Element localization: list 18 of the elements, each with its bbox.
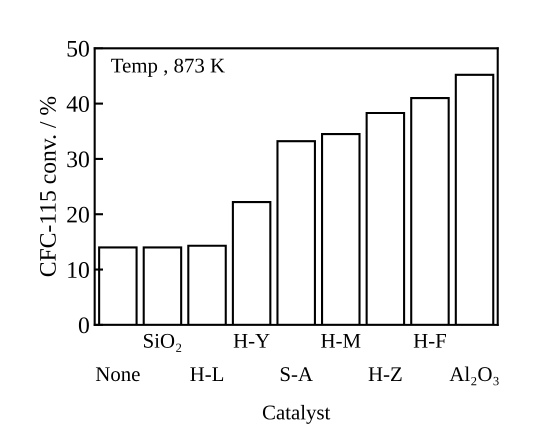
x-axis-title: Catalyst — [262, 404, 330, 424]
x-tick-label: None — [96, 367, 140, 382]
x-tick-label: Al₂O₃ — [450, 366, 499, 386]
annotation: Temp , 873 K — [111, 58, 225, 77]
x-tick-label: H-Y — [234, 334, 270, 348]
y-tick-label: 0 — [78, 317, 89, 334]
y-tick-label: 10 — [68, 262, 89, 278]
x-tick-label: H-M — [321, 334, 360, 348]
x-tick-label: H-F — [414, 334, 446, 348]
y-tick-label: 40 — [66, 96, 89, 112]
y-tick-label: 30 — [67, 151, 89, 168]
x-tick-label: H-L — [190, 367, 224, 381]
y-axis-title: CFC-115 conv. / % — [40, 96, 56, 276]
x-tick-label: SiO₂ — [144, 334, 182, 352]
y-tick-label: 50 — [68, 40, 89, 57]
x-tick-label: S-A — [280, 367, 313, 382]
y-tick-label: 20 — [67, 206, 89, 223]
x-tick-label: H-Z — [368, 367, 402, 381]
